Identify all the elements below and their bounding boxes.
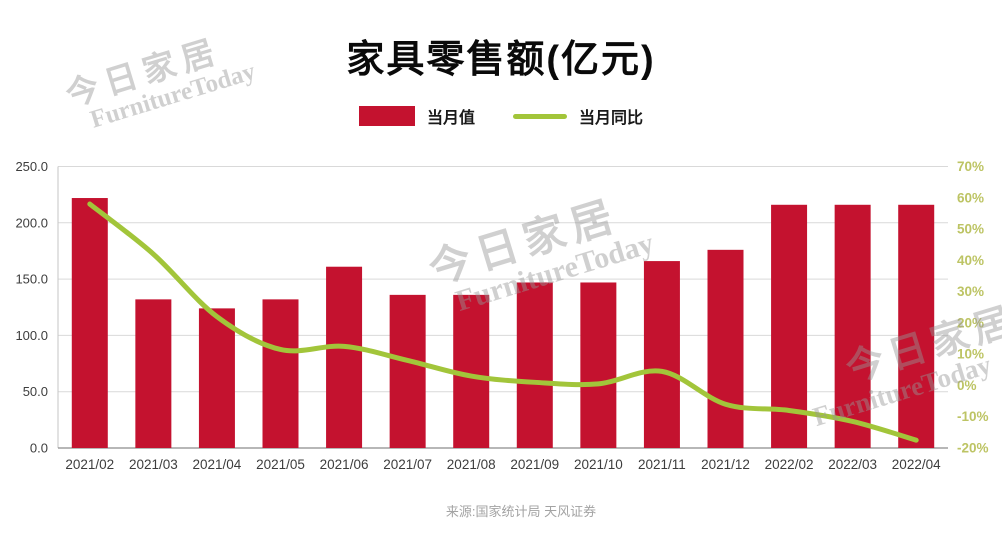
bar	[71, 198, 108, 448]
bar-series-swatch	[358, 106, 415, 126]
legend-label: 当月同比	[579, 110, 644, 127]
x-axis-label: 2021/08	[447, 457, 496, 472]
right-axis-label: 0%	[957, 378, 977, 393]
x-axis-label: 2021/09	[510, 457, 559, 472]
line-series-swatch	[513, 113, 567, 119]
x-axis-label: 2021/10	[574, 457, 623, 472]
bar	[326, 266, 363, 448]
right-axis-label: 50%	[957, 222, 984, 237]
bar	[389, 294, 426, 448]
left-axis-label: 50.0	[23, 384, 48, 399]
left-axis-label: 100.0	[15, 328, 48, 343]
x-axis-label: 2021/03	[129, 457, 178, 472]
x-axis-label: 2021/05	[256, 457, 305, 472]
bar	[834, 204, 871, 448]
x-axis-label: 2021/12	[701, 457, 750, 472]
x-axis-label: 2022/03	[828, 457, 877, 472]
right-axis-label: 60%	[957, 190, 984, 205]
bar	[643, 261, 680, 448]
legend-item-monthly-value: 当月值	[358, 104, 475, 128]
x-axis-label: 2022/04	[892, 457, 941, 472]
legend-item-yoy: 当月同比	[513, 104, 643, 128]
chart-legend: 当月值 当月同比	[0, 104, 1002, 128]
x-axis-label: 2021/11	[638, 457, 686, 472]
x-axis-label: 2021/02	[65, 457, 114, 472]
x-axis-label: 2021/07	[383, 457, 432, 472]
left-axis-label: 0.0	[30, 441, 48, 456]
chart-title: 家具零售额(亿元)	[346, 39, 656, 81]
x-axis-label: 2021/06	[320, 457, 369, 472]
left-axis-label: 150.0	[15, 272, 48, 287]
x-axis-label: 2022/02	[765, 457, 814, 472]
right-axis-label: 30%	[957, 284, 984, 299]
bar	[262, 299, 299, 448]
right-axis-label: 70%	[957, 159, 984, 174]
right-axis-label: 40%	[957, 253, 984, 268]
bar	[135, 299, 172, 448]
right-axis-label: 20%	[957, 315, 984, 330]
left-axis-label: 200.0	[15, 215, 48, 230]
right-axis-label: 10%	[957, 347, 984, 362]
x-axis-label: 2021/04	[193, 457, 242, 472]
right-axis-label: -20%	[957, 441, 989, 456]
bar	[707, 249, 744, 448]
legend-label: 当月值	[426, 110, 475, 127]
source-note: 来源:国家统计局 天风证券	[445, 504, 597, 519]
trend-line	[87, 201, 919, 443]
left-axis-label: 250.0	[15, 159, 48, 174]
right-axis-label: -10%	[957, 409, 989, 424]
bar	[198, 308, 235, 448]
bar	[516, 282, 553, 448]
bar	[898, 204, 935, 448]
bar	[580, 282, 617, 448]
